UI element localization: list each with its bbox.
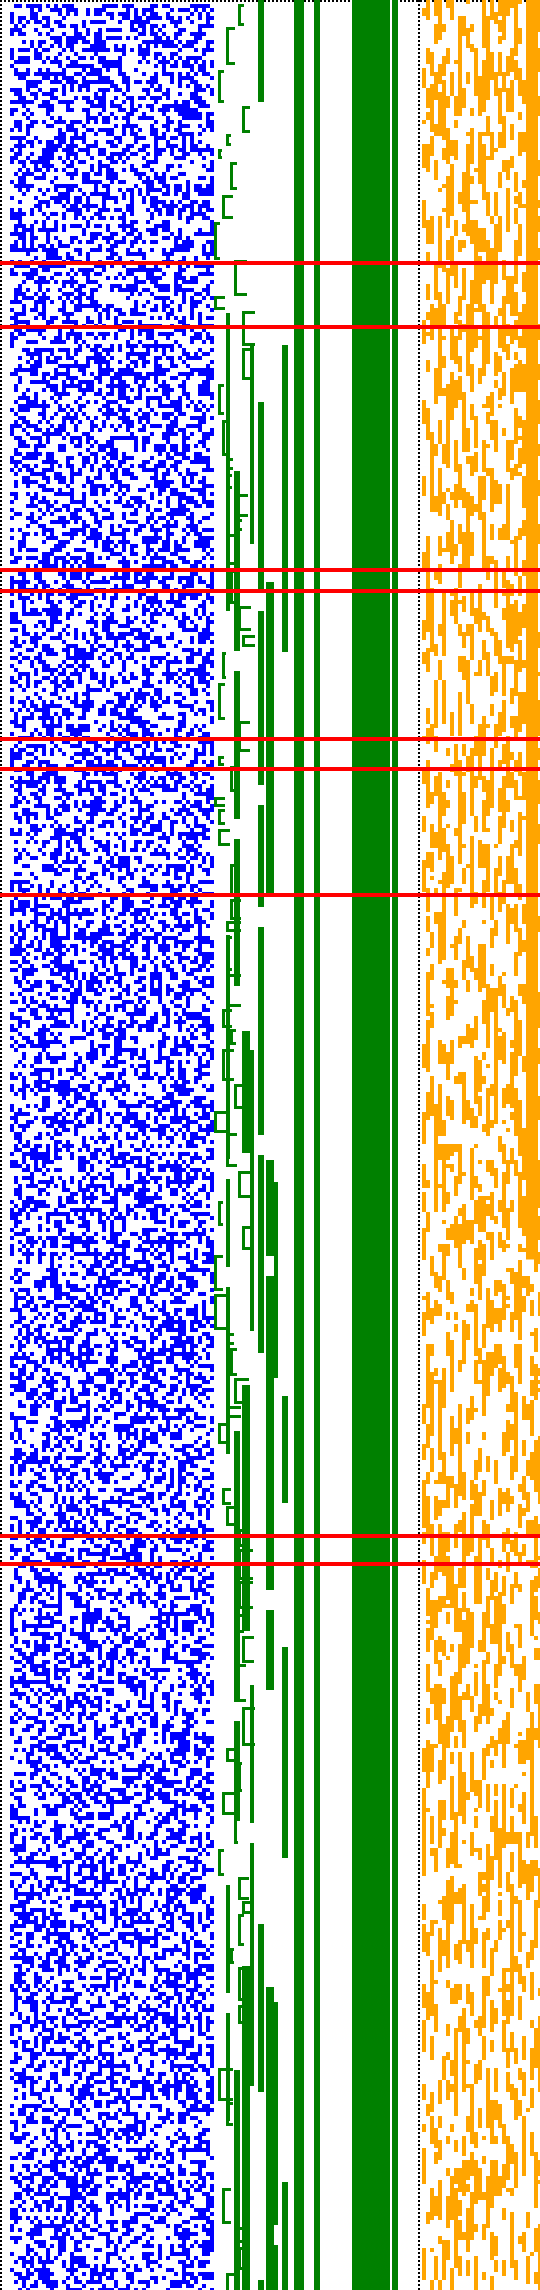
pixel-pattern	[0, 0, 540, 2290]
visualization-canvas	[0, 0, 540, 2290]
